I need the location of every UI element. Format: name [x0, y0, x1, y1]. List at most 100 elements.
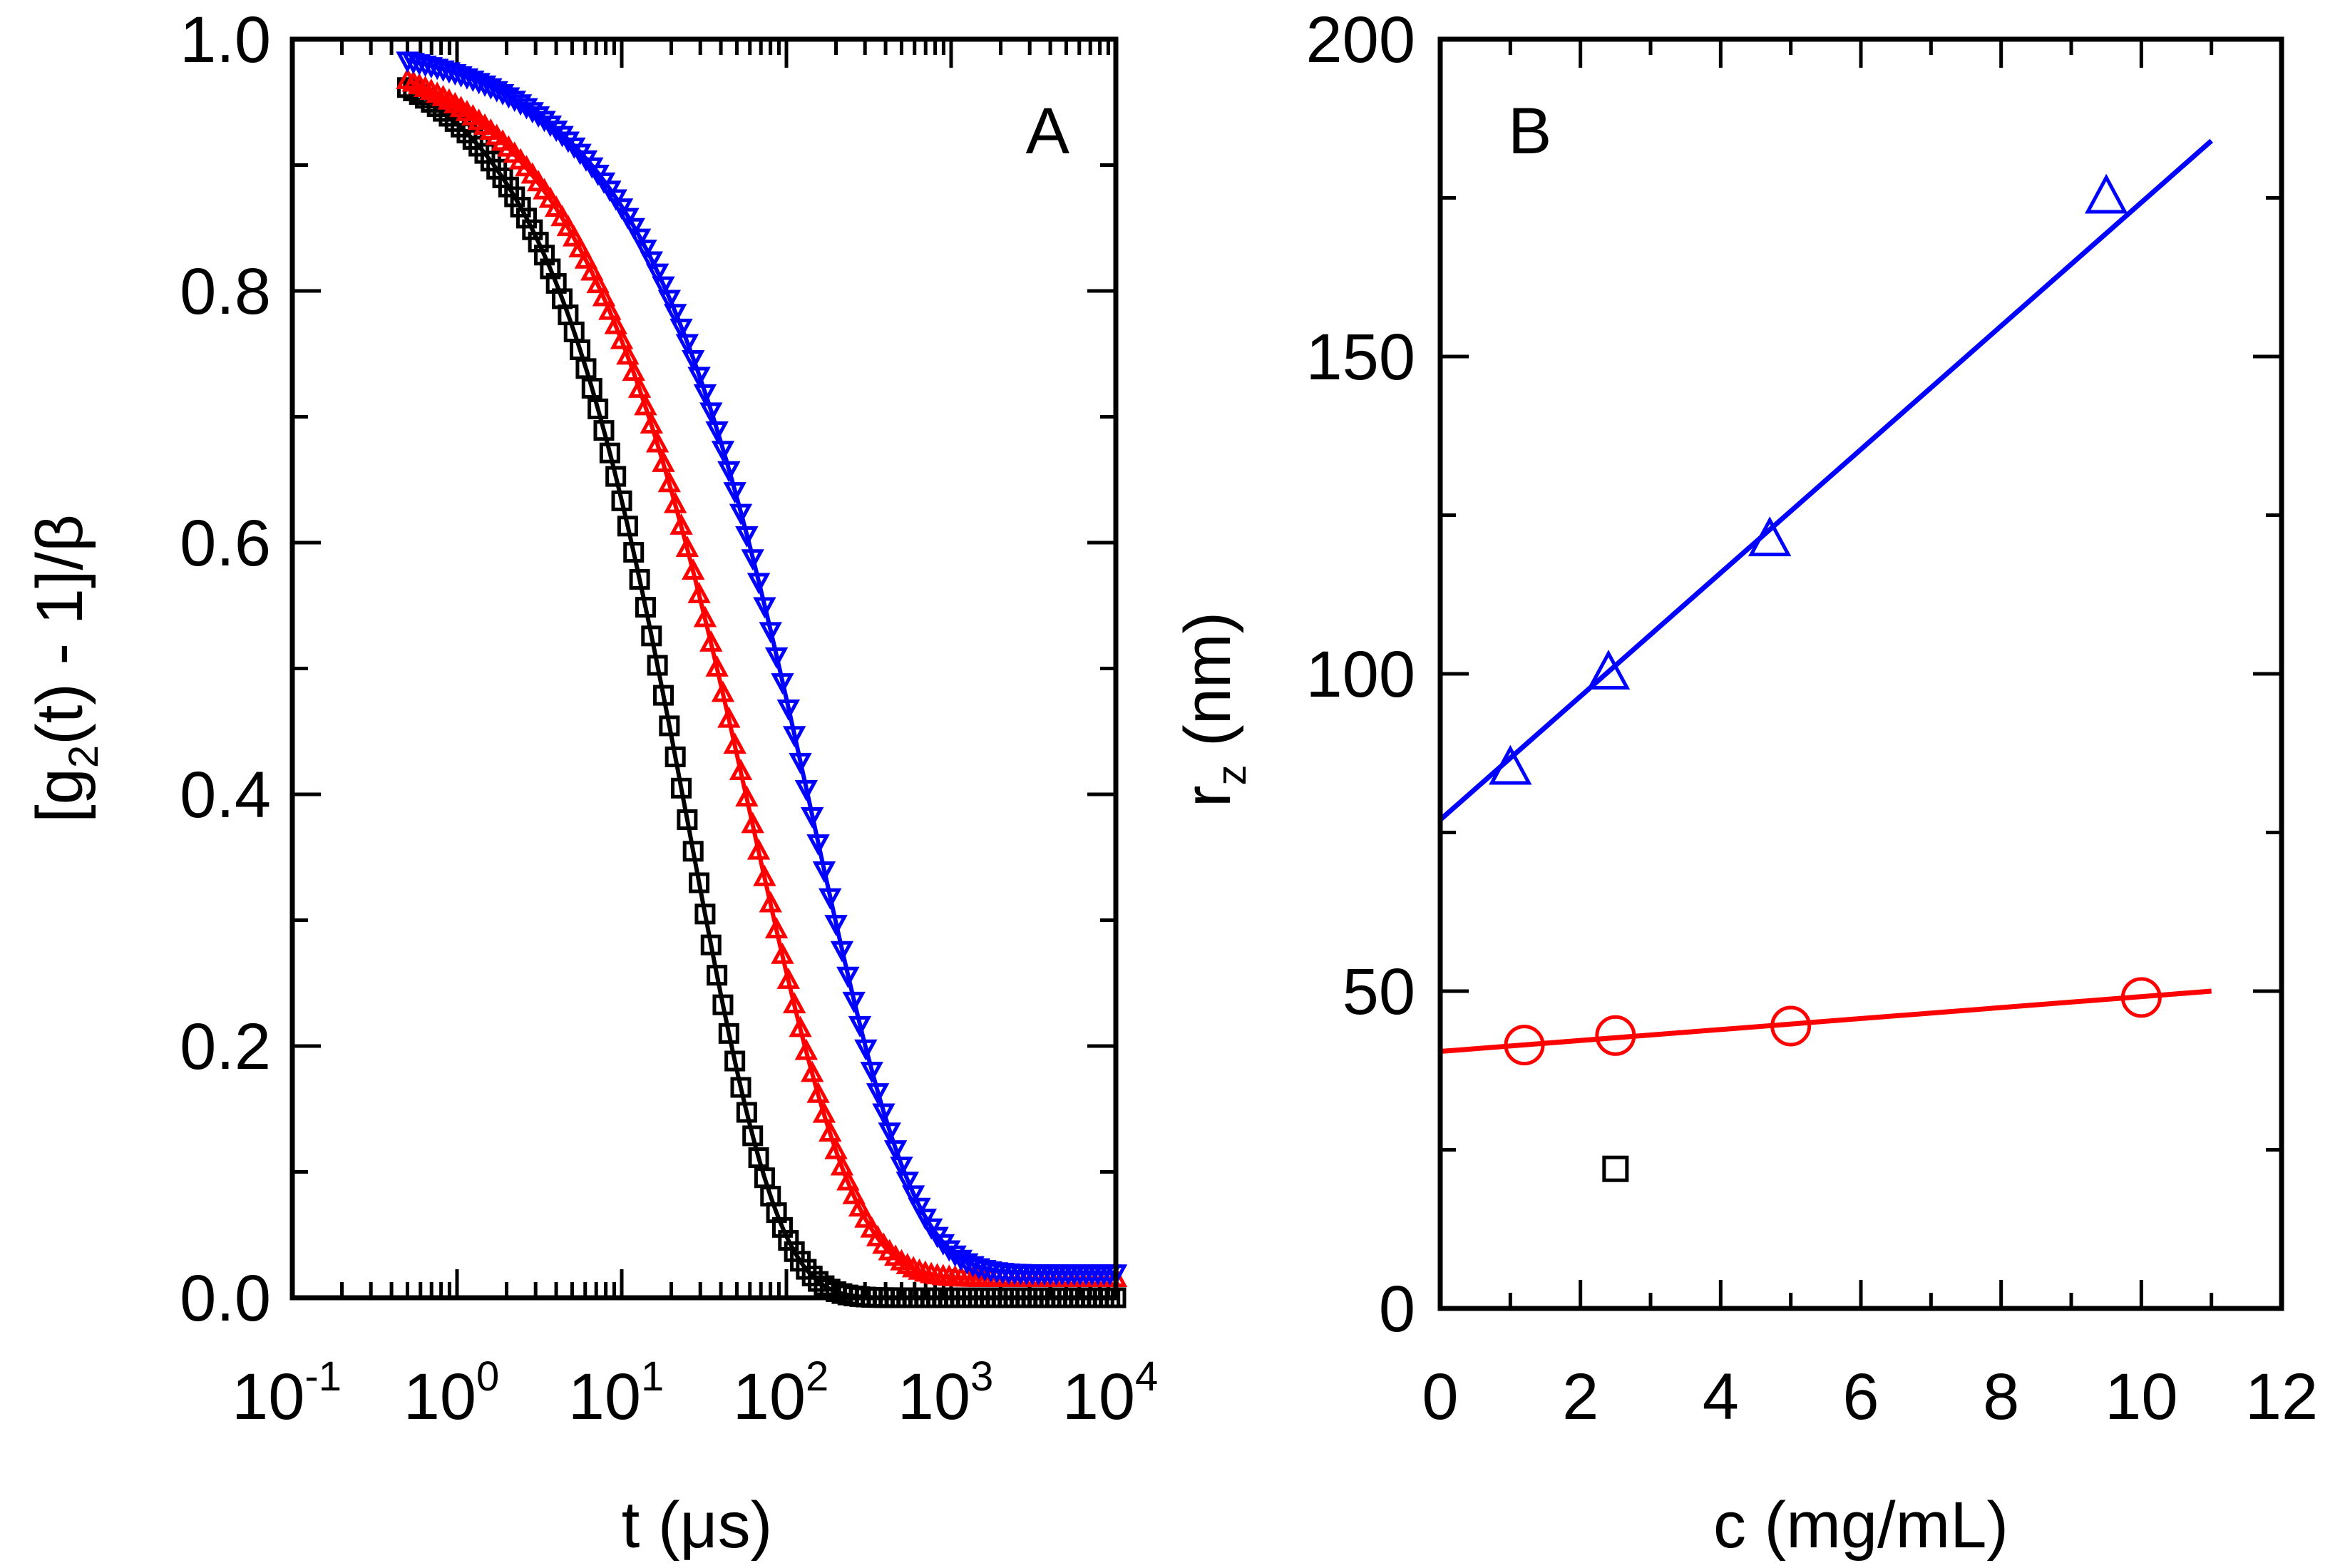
y-tick-label: 200: [1306, 4, 1416, 76]
data-point: [663, 491, 687, 513]
data-point: [789, 752, 812, 774]
data-point: [604, 312, 627, 334]
data-point: [592, 285, 616, 307]
data-point: [694, 903, 716, 925]
data-point: [824, 915, 848, 937]
data-point: [610, 327, 634, 349]
data-point: [605, 466, 627, 487]
data-point: [574, 247, 598, 269]
data-point: [746, 838, 771, 860]
data-point: [806, 1081, 830, 1103]
data-point: [872, 1103, 896, 1125]
data-point: [623, 542, 645, 563]
y-tick-label: 50: [1343, 955, 1415, 1028]
data-point: [599, 442, 620, 463]
data-point: [641, 625, 662, 647]
data-point: [776, 967, 800, 989]
data-point: [544, 121, 568, 143]
data-point: [705, 655, 729, 677]
data-point: [866, 1083, 890, 1105]
data-point: [806, 834, 830, 856]
data-point: [901, 1185, 925, 1207]
fit-line-1: [1440, 988, 2212, 1055]
data-point: [645, 431, 669, 453]
data-point: [699, 402, 723, 424]
data-point: [622, 217, 645, 240]
data-point: [687, 581, 711, 603]
data-point: [741, 811, 764, 834]
data-point: [616, 207, 640, 230]
x-tick-label: 12: [2245, 1361, 2318, 1433]
data-point: [665, 746, 686, 767]
data-point: [789, 1015, 812, 1037]
data-point: [1748, 516, 1792, 557]
data-point: [528, 231, 549, 252]
data-point: [735, 526, 759, 548]
data-point: [627, 228, 652, 250]
markers-b-1: [1504, 977, 2162, 1066]
data-point: [860, 1216, 883, 1238]
data-point: [669, 513, 693, 535]
data-point: [586, 272, 610, 294]
data-point: [759, 891, 782, 913]
panel-label-b: B: [1508, 95, 1551, 168]
data-point: [682, 841, 704, 862]
data-point: [742, 1125, 764, 1147]
data-point: [741, 549, 764, 571]
data-point: [700, 934, 722, 955]
data-point: [764, 647, 789, 669]
data-point: [729, 503, 753, 526]
data-point: [1770, 1005, 1812, 1047]
panel-b: 0 50 100 150 200 0 2 4 6 8 10 12 c (mg/mL) rz (nm) B: [1171, 4, 2318, 1562]
data-point: [782, 992, 806, 1014]
y-tick-label: 1.0: [180, 4, 271, 76]
panel-a: 0.0 0.2 0.4 0.6 0.8 1.0 10-1 100 101 102 103 104 t (…: [24, 4, 1158, 1562]
x-tick-label: 104: [1062, 1353, 1159, 1433]
x-tick-label: 2: [1562, 1361, 1599, 1433]
data-point: [538, 186, 563, 208]
data-point: [718, 1023, 739, 1044]
data-point: [544, 195, 568, 217]
data-point: [504, 186, 525, 207]
data-point: [689, 872, 710, 893]
plot-frame-b: [1437, 36, 2284, 1311]
y-tick-label: 150: [1306, 321, 1416, 394]
data-point: [629, 569, 650, 590]
data-point: [575, 358, 597, 379]
data-point: [2084, 173, 2128, 214]
data-point: [522, 219, 543, 240]
data-point: [860, 1062, 883, 1084]
data-point: [640, 251, 663, 273]
data-point: [659, 715, 680, 737]
data-point: [801, 806, 824, 829]
y-tick-label: 0.4: [180, 759, 271, 831]
data-point: [645, 263, 669, 285]
fit-curve-0: [406, 86, 1116, 1300]
data-point: [1595, 1015, 1636, 1056]
fit-curve-2: [406, 57, 1116, 1275]
y-tick-label: 0.2: [180, 1010, 271, 1083]
data-point: [723, 732, 746, 754]
data-point: [533, 111, 556, 133]
x-tick-label: 102: [733, 1353, 829, 1433]
data-point: [830, 941, 854, 963]
y-tick-label: 0.8: [180, 255, 271, 328]
data-point: [663, 304, 687, 326]
fit-line-0: [1438, 138, 2213, 822]
data-point: [556, 131, 580, 153]
data-point: [854, 1039, 878, 1061]
y-tick-label: 100: [1306, 638, 1416, 711]
data-point: [836, 966, 860, 988]
data-point: [707, 965, 728, 986]
tick-marks: [290, 37, 1118, 1300]
x-tick-label: 4: [1703, 1361, 1739, 1433]
data-point: [771, 942, 794, 964]
data-point: [711, 441, 735, 463]
data-point: [682, 558, 705, 580]
x-tick-label: 103: [898, 1353, 994, 1433]
data-point: [771, 673, 794, 695]
data-point: [588, 398, 609, 419]
data-point: [550, 125, 574, 148]
data-point: [883, 1140, 908, 1162]
